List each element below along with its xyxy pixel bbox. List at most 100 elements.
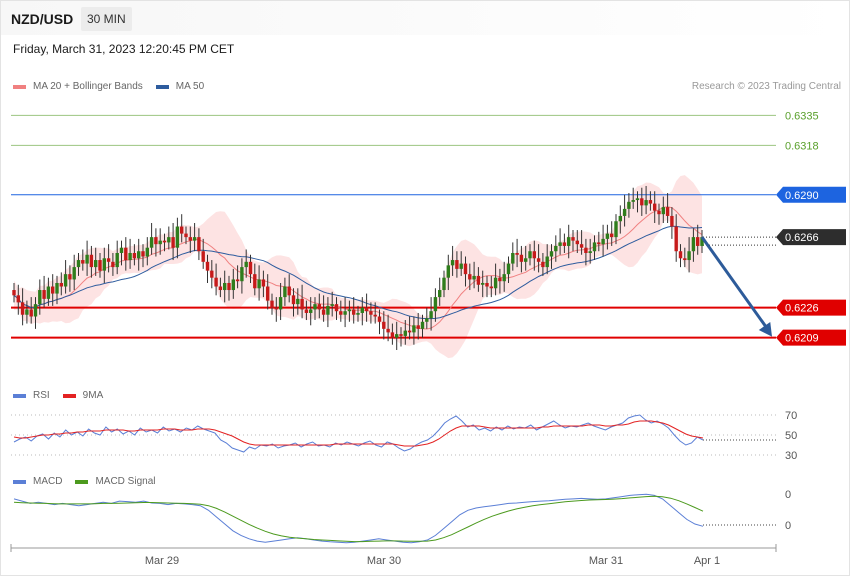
candle — [235, 265, 240, 289]
candle-body — [558, 242, 562, 246]
candle — [502, 261, 506, 292]
candle — [304, 300, 309, 321]
candle — [128, 238, 132, 269]
candle — [670, 207, 674, 239]
candle-body — [223, 282, 227, 291]
candle — [29, 297, 33, 324]
candle-body — [343, 311, 347, 315]
candle — [309, 297, 313, 326]
candle — [274, 297, 278, 322]
candle-body — [94, 260, 98, 268]
candle-body — [670, 215, 674, 227]
candle-body — [696, 237, 700, 246]
rsi-line — [13, 414, 704, 453]
rsi-tick-label: 30 — [785, 450, 797, 462]
legend-item-9ma: 9MA — [62, 390, 103, 401]
macd-signal-line — [13, 495, 704, 543]
candle-body — [63, 274, 68, 287]
candle — [313, 297, 317, 321]
candle-body — [321, 309, 326, 315]
candle — [55, 275, 59, 305]
candle-body — [562, 242, 567, 246]
candle-body — [304, 309, 309, 313]
candle — [270, 293, 274, 315]
candle-body — [235, 279, 240, 282]
candle-body — [29, 309, 33, 317]
candle — [326, 297, 330, 328]
candle-body — [472, 275, 476, 280]
candle — [180, 214, 184, 243]
level-0.6266: 0.6266 — [703, 229, 846, 246]
candle-body — [481, 282, 485, 285]
candle — [498, 268, 502, 294]
candle-body — [438, 290, 442, 298]
candle — [266, 274, 270, 310]
level-tag — [776, 329, 846, 346]
timeframe-button[interactable]: 30 MIN — [81, 7, 132, 31]
candle-body — [98, 260, 102, 271]
candle — [588, 238, 592, 264]
candle — [511, 242, 515, 271]
candle-body — [511, 252, 515, 264]
candle-body — [266, 286, 270, 301]
level-label: 0.6209 — [785, 333, 819, 345]
candle — [407, 316, 412, 340]
candle — [627, 193, 631, 218]
candle — [631, 187, 635, 209]
candle-body — [601, 238, 605, 245]
level-tag — [776, 229, 846, 246]
candle-body — [700, 237, 704, 246]
candle-body — [382, 321, 386, 329]
candle — [111, 252, 115, 276]
credit-label: Research © 2023 Trading Central — [691, 81, 841, 92]
candle — [678, 244, 683, 268]
candle-body — [674, 226, 678, 252]
candle-body — [356, 312, 360, 315]
candle — [579, 230, 584, 255]
candle — [167, 226, 171, 250]
candle-body — [364, 307, 369, 312]
candle — [455, 251, 459, 278]
candle — [261, 270, 266, 298]
candle-body — [20, 302, 25, 315]
candle-body — [360, 307, 364, 313]
candle — [287, 274, 291, 303]
candle-body — [46, 286, 51, 299]
candle — [597, 231, 601, 252]
macd-panel: 00 — [13, 489, 791, 544]
candle-body — [85, 254, 89, 264]
candle-body — [145, 247, 149, 257]
candle-body — [519, 254, 524, 262]
candle-body — [76, 260, 81, 268]
candle-body — [339, 311, 343, 315]
candle — [386, 314, 390, 342]
candle-body — [334, 304, 339, 312]
candle — [137, 238, 141, 271]
candle — [416, 312, 420, 340]
candle — [59, 272, 63, 296]
candle-body — [661, 207, 665, 215]
candle-body — [433, 297, 438, 312]
candle — [390, 323, 395, 345]
level-0.6318: 0.6318 — [11, 140, 819, 152]
time-tick-label: Apr 1 — [694, 555, 720, 567]
time-tick-label: Mar 30 — [367, 555, 401, 567]
candle-body — [627, 201, 631, 209]
legend-swatch — [13, 479, 26, 484]
candle — [614, 214, 618, 245]
candle — [459, 251, 463, 276]
candle — [661, 196, 665, 224]
candle-body — [386, 328, 390, 333]
candle — [373, 302, 377, 324]
candle — [691, 228, 696, 262]
candle — [657, 203, 661, 225]
candle — [554, 235, 558, 262]
candle — [231, 268, 235, 299]
legend-swatch — [155, 84, 169, 89]
candle — [567, 224, 571, 259]
candle — [248, 254, 253, 283]
legend-item-macd-signal: MACD Signal — [75, 476, 155, 487]
candle-body — [515, 252, 519, 255]
candle — [192, 223, 197, 252]
candle — [562, 233, 567, 253]
